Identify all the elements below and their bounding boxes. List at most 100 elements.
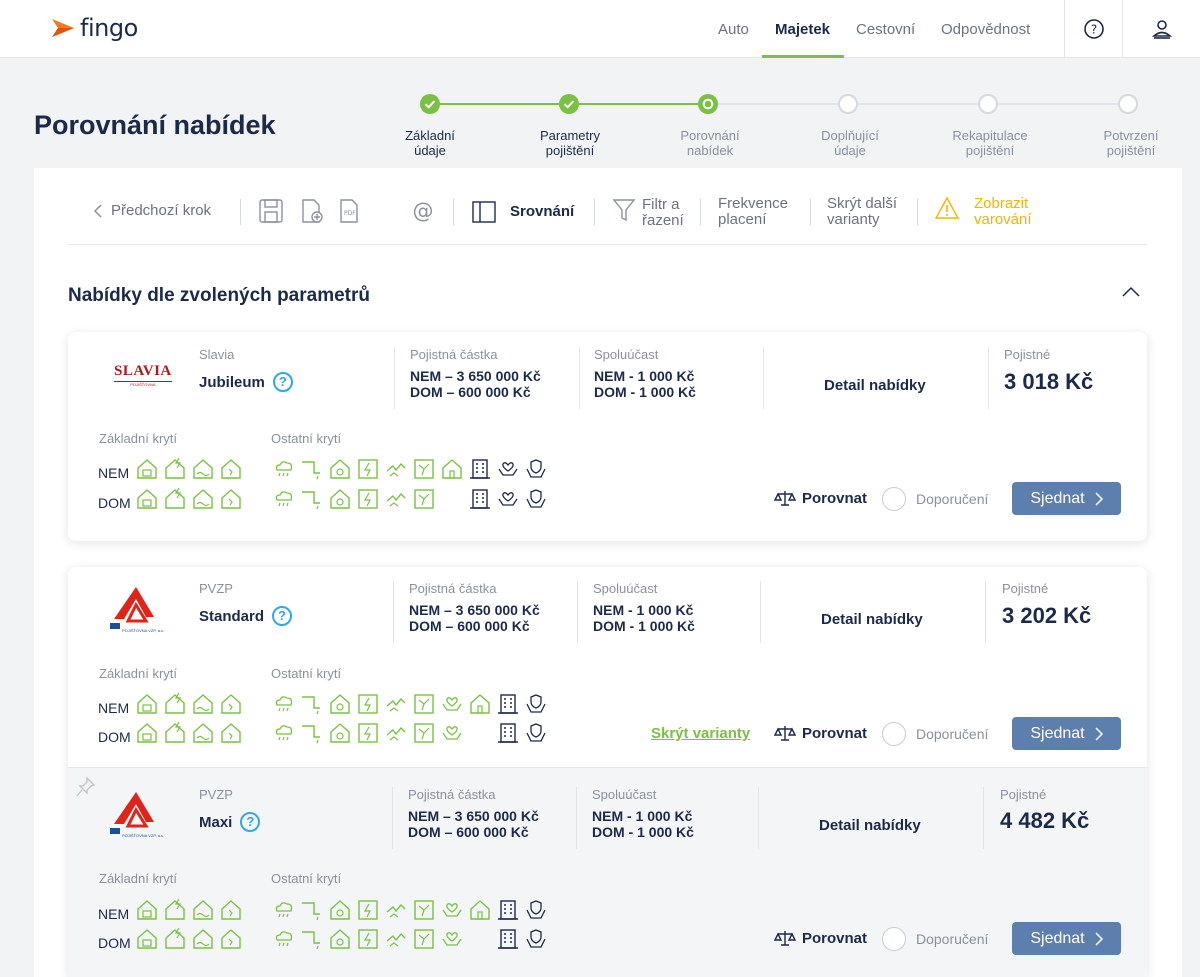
compare-toggle[interactable]: Porovnat — [774, 489, 867, 507]
house-fire-icon[interactable] — [135, 692, 159, 716]
vandalism-icon[interactable] — [384, 927, 408, 951]
vandalism-icon[interactable] — [384, 487, 408, 511]
product-info-icon[interactable]: ? — [272, 606, 293, 626]
electric-damage-icon[interactable] — [356, 692, 380, 716]
house-theft-icon[interactable] — [328, 927, 352, 951]
pipe-leak-icon[interactable] — [300, 692, 324, 716]
house-green-icon[interactable] — [440, 457, 464, 481]
electric-damage-icon[interactable] — [356, 487, 380, 511]
hands-shield-icon[interactable] — [524, 487, 548, 511]
compare-toggle[interactable]: Porovnat — [774, 724, 867, 742]
nav-majetek[interactable]: Majetek — [775, 20, 831, 38]
hands-heart-icon[interactable] — [440, 927, 464, 951]
collapse-chevron-up-icon[interactable] — [1121, 284, 1141, 298]
hide-variants-link[interactable]: Skrýt varianty — [651, 725, 751, 742]
nav-cestovni[interactable]: Cestovní — [856, 20, 916, 38]
rain-icon[interactable] — [272, 487, 296, 511]
glass-breakage-icon[interactable] — [412, 487, 436, 511]
back-button[interactable]: Předchozí krok — [93, 203, 211, 219]
building-icon[interactable] — [496, 692, 520, 716]
glass-breakage-icon[interactable] — [412, 721, 436, 745]
hands-heart-icon[interactable] — [440, 692, 464, 716]
hands-heart-icon[interactable] — [496, 487, 520, 511]
glass-breakage-icon[interactable] — [412, 898, 436, 922]
rain-icon[interactable] — [272, 898, 296, 922]
pipe-leak-icon[interactable] — [300, 457, 324, 481]
house-storm-icon[interactable] — [163, 692, 187, 716]
rain-icon[interactable] — [272, 457, 296, 481]
pipe-leak-icon[interactable] — [300, 721, 324, 745]
pipe-leak-icon[interactable] — [300, 487, 324, 511]
building-icon[interactable] — [468, 487, 492, 511]
house-damage-icon[interactable] — [219, 927, 243, 951]
pipe-leak-icon[interactable] — [300, 927, 324, 951]
house-theft-icon[interactable] — [328, 898, 352, 922]
vandalism-icon[interactable] — [384, 692, 408, 716]
compare-view-button[interactable]: Srovnání — [472, 201, 574, 223]
house-storm-icon[interactable] — [163, 487, 187, 511]
help-button[interactable]: ? — [1064, 0, 1122, 58]
house-green-icon[interactable] — [468, 898, 492, 922]
glass-breakage-icon[interactable] — [412, 457, 436, 481]
fingo-logo[interactable]: fingo — [50, 14, 138, 42]
vandalism-icon[interactable] — [384, 457, 408, 481]
hands-shield-icon[interactable] — [524, 692, 548, 716]
house-fire-icon[interactable] — [135, 898, 159, 922]
step-2-dot[interactable] — [559, 94, 579, 114]
pdf-icon[interactable]: PDF — [336, 198, 362, 224]
compare-toggle[interactable]: Porovnat — [774, 929, 867, 947]
recommend-checkbox[interactable] — [882, 487, 906, 511]
email-icon[interactable]: @ — [410, 198, 436, 224]
filter-button[interactable]: Filtr a řazení — [612, 197, 692, 229]
building-icon[interactable] — [496, 927, 520, 951]
nav-odpovednost[interactable]: Odpovědnost — [941, 20, 1031, 38]
house-theft-icon[interactable] — [328, 457, 352, 481]
hands-heart-icon[interactable] — [440, 898, 464, 922]
house-storm-icon[interactable] — [163, 898, 187, 922]
house-fire-icon[interactable] — [135, 721, 159, 745]
pipe-leak-icon[interactable] — [300, 898, 324, 922]
recommend-checkbox[interactable] — [882, 927, 906, 951]
house-damage-icon[interactable] — [219, 898, 243, 922]
step-1-dot[interactable] — [420, 94, 440, 114]
glass-breakage-icon[interactable] — [412, 927, 436, 951]
house-damage-icon[interactable] — [219, 721, 243, 745]
electric-damage-icon[interactable] — [356, 898, 380, 922]
hands-heart-icon[interactable] — [440, 721, 464, 745]
user-button[interactable] — [1122, 0, 1200, 58]
house-storm-icon[interactable] — [163, 927, 187, 951]
building-icon[interactable] — [496, 721, 520, 745]
show-warnings-button[interactable]: Zobrazit varování — [934, 196, 1044, 228]
glass-breakage-icon[interactable] — [412, 692, 436, 716]
house-flood-icon[interactable] — [191, 927, 215, 951]
electric-damage-icon[interactable] — [356, 721, 380, 745]
electric-damage-icon[interactable] — [356, 927, 380, 951]
electric-damage-icon[interactable] — [356, 457, 380, 481]
offer-detail-link[interactable]: Detail nabídky — [819, 817, 921, 834]
save-icon[interactable] — [258, 198, 284, 224]
product-info-icon[interactable]: ? — [272, 372, 293, 392]
house-storm-icon[interactable] — [163, 721, 187, 745]
recommend-checkbox[interactable] — [882, 722, 906, 746]
order-button[interactable]: Sjednat — [1012, 482, 1121, 515]
house-flood-icon[interactable] — [191, 898, 215, 922]
rain-icon[interactable] — [272, 692, 296, 716]
vandalism-icon[interactable] — [384, 721, 408, 745]
house-damage-icon[interactable] — [219, 487, 243, 511]
hands-shield-icon[interactable] — [524, 927, 548, 951]
house-flood-icon[interactable] — [191, 692, 215, 716]
house-theft-icon[interactable] — [328, 487, 352, 511]
house-flood-icon[interactable] — [191, 721, 215, 745]
house-fire-icon[interactable] — [135, 927, 159, 951]
order-button[interactable]: Sjednat — [1012, 717, 1121, 750]
hands-shield-icon[interactable] — [524, 721, 548, 745]
house-theft-icon[interactable] — [328, 721, 352, 745]
offer-detail-link[interactable]: Detail nabídky — [824, 377, 926, 394]
document-add-icon[interactable] — [298, 198, 324, 224]
house-storm-icon[interactable] — [163, 457, 187, 481]
order-button[interactable]: Sjednat — [1012, 922, 1121, 955]
house-damage-icon[interactable] — [219, 457, 243, 481]
pin-icon[interactable] — [76, 776, 96, 798]
house-green-icon[interactable] — [468, 692, 492, 716]
house-flood-icon[interactable] — [191, 487, 215, 511]
